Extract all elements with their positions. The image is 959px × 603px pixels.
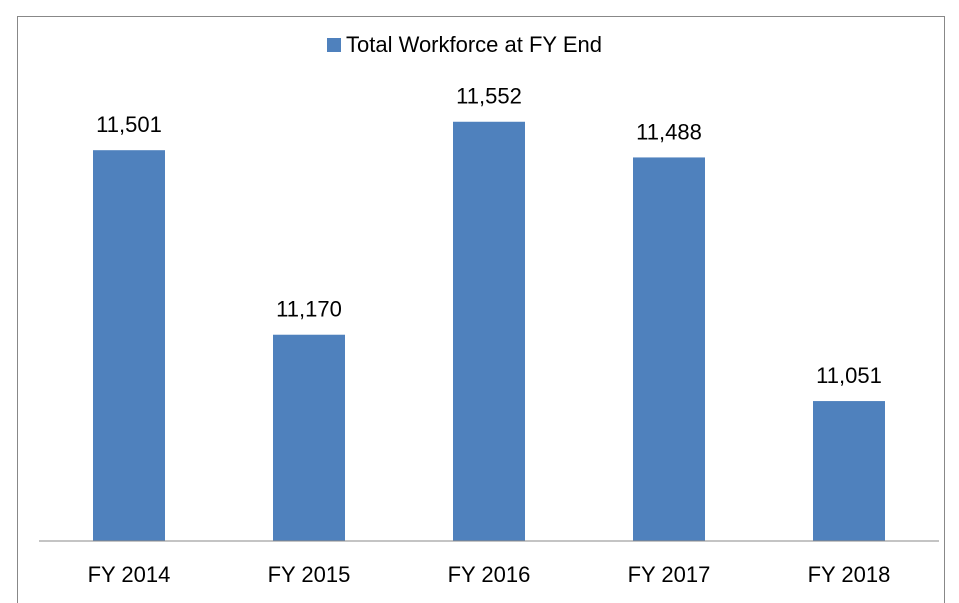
bar <box>813 401 885 541</box>
bar <box>273 334 345 541</box>
x-tick-label: FY 2017 <box>628 562 711 587</box>
x-tick-label: FY 2014 <box>88 562 171 587</box>
bar <box>453 121 525 541</box>
x-tick-label: FY 2018 <box>808 562 891 587</box>
value-label: 11,488 <box>636 119 702 144</box>
value-label: 11,051 <box>816 363 882 388</box>
value-label: 11,501 <box>96 112 162 137</box>
x-tick-label: FY 2016 <box>448 562 531 587</box>
bar <box>633 157 705 541</box>
value-label: 11,170 <box>276 297 342 322</box>
value-label: 11,552 <box>456 84 522 109</box>
legend-label: Total Workforce at FY End <box>346 32 602 57</box>
legend-swatch <box>327 38 341 52</box>
x-tick-label: FY 2015 <box>268 562 351 587</box>
bar <box>93 150 165 541</box>
